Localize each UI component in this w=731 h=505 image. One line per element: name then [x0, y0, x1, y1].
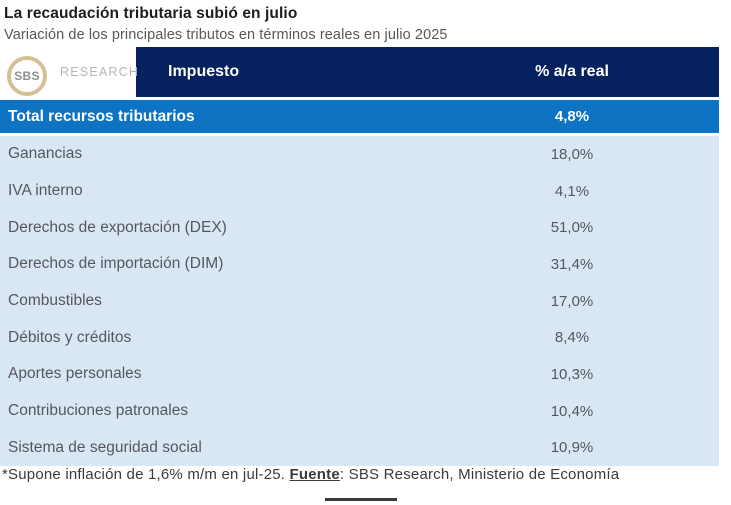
table-row: Derechos de exportación (DEX) 51,0%	[0, 209, 719, 246]
brand-text: RESEARCH	[60, 65, 140, 79]
row-label: Contribuciones patronales	[8, 402, 189, 420]
row-label: Derechos de exportación (DEX)	[8, 218, 227, 236]
sbs-logo-text: SBS	[14, 69, 40, 83]
row-value: 4,8%	[554, 108, 590, 125]
table-row: Combustibles 17,0%	[0, 283, 719, 320]
row-value: 51,0%	[550, 219, 594, 237]
row-label: IVA interno	[8, 182, 83, 199]
page-subtitle: Variación de los principales tributos en…	[4, 27, 448, 43]
row-label: Total recursos tributarios	[8, 107, 195, 125]
source-footnote: *Supone inflación de 1,6% m/m en jul-25.…	[2, 466, 731, 483]
row-label: Sistema de seguridad social	[8, 438, 202, 456]
row-value: 18,0%	[550, 145, 594, 163]
table-row: Débitos y créditos 8,4%	[0, 319, 719, 356]
row-value: 31,4%	[550, 255, 594, 273]
row-label: Ganancias	[8, 145, 83, 163]
table-body: Ganancias 18,0% IVA interno 4,1% Derecho…	[0, 136, 719, 466]
footnote-source-text: : SBS Research, Ministerio de Economía	[339, 466, 620, 483]
row-label: Aportes personales	[8, 365, 142, 383]
table-row: Sistema de seguridad social 10,9%	[0, 429, 719, 466]
row-value: 10,4%	[550, 402, 594, 420]
row-value: 17,0%	[550, 292, 594, 310]
footnote-text: *Supone inflación de 1,6% m/m en jul-25.	[2, 466, 290, 483]
footnote-source-label: Fuente	[289, 466, 340, 483]
row-label: Débitos y créditos	[8, 328, 132, 346]
cropped-element-edge	[325, 498, 397, 501]
table-row: IVA interno 4,1%	[0, 173, 719, 210]
page-title: La recaudación tributaria subió en julio	[4, 5, 298, 22]
table-row-total: Total recursos tributarios 4,8%	[0, 100, 719, 133]
column-header-impuesto: Impuesto	[168, 63, 240, 80]
row-value: 4,1%	[554, 182, 590, 200]
table-header: SBS RESEARCH Impuesto % a/a real	[0, 47, 719, 97]
table-row: Aportes personales 10,3%	[0, 356, 719, 393]
row-label: Derechos de importación (DIM)	[8, 255, 224, 273]
sbs-research-logo: SBS RESEARCH	[0, 47, 140, 97]
table-row: Derechos de importación (DIM) 31,4%	[0, 246, 719, 283]
header-row: Impuesto % a/a real	[136, 47, 719, 97]
column-header-value: % a/a real	[535, 63, 609, 80]
table-row: Contribuciones patronales 10,4%	[0, 393, 719, 430]
row-value: 10,3%	[550, 365, 594, 383]
row-value: 10,9%	[550, 439, 594, 457]
table-row: Ganancias 18,0%	[0, 136, 719, 173]
sbs-logo-icon: SBS	[7, 56, 47, 96]
row-value: 8,4%	[554, 329, 590, 347]
row-label: Combustibles	[8, 292, 102, 310]
